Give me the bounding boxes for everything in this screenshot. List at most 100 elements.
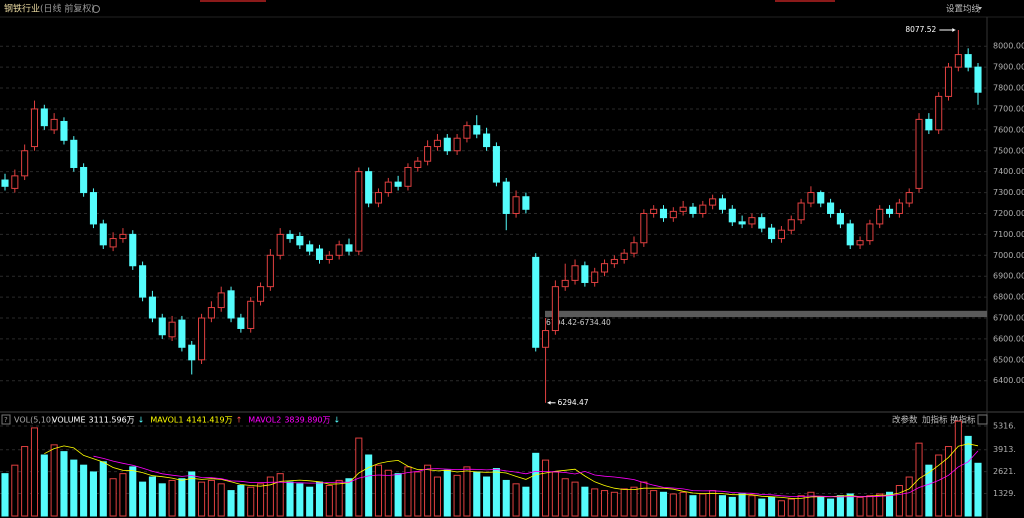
candle-body — [738, 221, 746, 225]
candle-body — [542, 330, 550, 348]
candle-body — [925, 118, 933, 131]
candle-body — [846, 223, 854, 246]
candle-body — [394, 181, 402, 187]
candle-body — [827, 202, 835, 214]
legend-name: MAVOL2 — [248, 416, 281, 425]
candle-body — [266, 254, 274, 288]
candle-body — [571, 265, 579, 281]
candle-body — [315, 248, 324, 260]
candle-body — [522, 196, 530, 210]
volume-bar — [306, 486, 314, 517]
y-tick-label: 8000.00 — [993, 42, 1024, 51]
volume-bar — [502, 479, 510, 517]
candle-body — [640, 212, 648, 244]
volume-bar — [296, 483, 304, 517]
candle-body — [797, 202, 805, 221]
volume-bar — [286, 481, 294, 517]
close-button[interactable] — [977, 414, 988, 425]
volume-bar — [365, 454, 373, 517]
volume-bar — [718, 495, 727, 517]
tab-indicator — [200, 0, 266, 2]
ma-setting-button[interactable]: 设置均线 — [946, 4, 981, 15]
volume-bar — [620, 488, 628, 517]
volume-bar — [335, 479, 343, 517]
candle-body — [768, 227, 776, 240]
candle-body — [659, 208, 668, 219]
volume-bar — [325, 485, 333, 517]
volume-bar — [512, 483, 520, 517]
volume-bar — [404, 466, 412, 517]
chart-subtitle: (日线 前复权) — [40, 3, 95, 15]
y-tick-label: 7700.00 — [993, 104, 1024, 113]
y-tick-label: 7500.00 — [993, 146, 1024, 155]
volume-bar — [21, 446, 29, 517]
volume-bar — [650, 490, 658, 517]
volume-bar — [11, 464, 19, 517]
candle-body — [836, 212, 844, 225]
y-tick-label: 6900.00 — [993, 272, 1024, 281]
volume-bar — [453, 474, 461, 517]
volume-bar — [207, 479, 215, 517]
candle-body — [807, 192, 815, 204]
volume-bar — [198, 481, 206, 517]
help-icon[interactable] — [1, 414, 11, 425]
y-tick-label: 5316. — [993, 421, 1016, 430]
candle-body — [247, 300, 255, 329]
volume-bar — [630, 486, 638, 517]
volume-bar — [885, 491, 894, 517]
y-tick-label: 6800.00 — [993, 293, 1024, 302]
candle-body — [21, 150, 29, 177]
volume-bar — [227, 490, 235, 517]
candle-body — [777, 229, 785, 240]
volume-bar — [394, 473, 402, 517]
volume-bar — [561, 478, 569, 517]
y-tick-label: 2621. — [993, 467, 1016, 476]
candle-body — [876, 208, 884, 225]
candle-body — [895, 202, 903, 214]
y-tick-label: 7100.00 — [993, 230, 1024, 239]
candle-body — [365, 171, 373, 204]
candle-body — [188, 344, 196, 361]
volume-bar — [70, 459, 78, 517]
volume-bar — [846, 493, 854, 517]
candle-body — [345, 244, 353, 252]
candle-body — [286, 233, 294, 240]
volume-bar — [964, 435, 972, 517]
candle-body — [89, 192, 98, 225]
volume-bar — [30, 427, 39, 517]
candle-body — [944, 66, 953, 97]
volume-bar — [659, 491, 668, 517]
candle-body — [70, 139, 78, 168]
indicator-button[interactable]: 加指标 — [922, 415, 948, 426]
candle-body — [817, 192, 825, 204]
settings-icon[interactable] — [92, 5, 100, 13]
volume-bar — [119, 473, 127, 517]
indicator-button[interactable]: 改参数 — [892, 415, 918, 426]
indicator-button[interactable]: 换指标 — [950, 415, 976, 426]
volume-bar — [99, 461, 107, 517]
candle-body — [964, 54, 972, 68]
y-tick-label: 6600.00 — [993, 334, 1024, 343]
candle-body — [689, 206, 697, 214]
volume-bar — [109, 478, 117, 517]
volume-bar — [247, 486, 255, 517]
legend-trend: ↓ — [334, 416, 341, 425]
volume-bar — [158, 483, 166, 517]
candle-body — [11, 175, 19, 189]
candle-body — [443, 137, 451, 152]
candle-body — [620, 252, 628, 260]
legend-name: VOLUME — [52, 416, 86, 425]
candle-body — [109, 238, 117, 248]
volume-bar — [915, 442, 923, 517]
candle-body — [80, 166, 88, 194]
volume-bar — [374, 464, 383, 517]
volume-bar — [728, 496, 736, 517]
y-tick-label: 7200.00 — [993, 209, 1024, 218]
candle-body — [217, 292, 225, 309]
ma-line — [44, 443, 979, 499]
y-tick-label: 3913. — [993, 445, 1016, 454]
candle-body — [551, 286, 559, 332]
low-annotation: 6294.47 — [558, 398, 589, 407]
volume-bar — [80, 464, 88, 517]
volume-bar — [414, 471, 422, 517]
